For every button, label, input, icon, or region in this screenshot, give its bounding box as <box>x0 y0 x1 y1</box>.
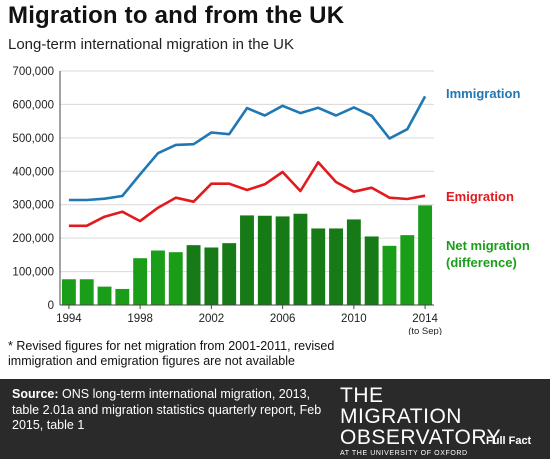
net-migration-bar <box>329 228 343 305</box>
net-migration-bar <box>382 245 397 305</box>
source-text: Source: ONS long-term international migr… <box>12 387 327 434</box>
net-migration-bar <box>222 243 237 305</box>
logo-line-observatory: OBSERVATORY <box>340 426 502 449</box>
logo-line-the: THE <box>340 384 384 407</box>
page-subtitle: Long-term international migration in the… <box>8 36 294 53</box>
net-migration-bar <box>186 245 201 305</box>
y-tick-label: 300,000 <box>12 200 54 212</box>
y-tick-label: 0 <box>48 300 54 312</box>
page-title: Migration to and from the UK <box>8 2 345 29</box>
net-migration-bar <box>79 279 94 305</box>
x-tick-note: (to Sep) <box>408 326 442 335</box>
net-migration-bar <box>311 228 326 305</box>
net-migration-bar <box>133 258 148 305</box>
net-migration-bar <box>204 247 219 305</box>
net-migration-bar <box>275 216 290 305</box>
source-label: Source: <box>12 387 59 401</box>
x-tick-label: 1994 <box>56 313 82 325</box>
immigration-label: Immigration <box>446 86 521 101</box>
y-tick-label: 200,000 <box>12 233 54 245</box>
x-tick-label: 2014 <box>412 313 438 325</box>
emigration-label: Emigration <box>446 189 514 204</box>
source-body: ONS long-term international migration, 2… <box>12 387 322 432</box>
immigration-line <box>68 95 427 202</box>
y-tick-label: 400,000 <box>12 166 54 178</box>
net-migration-bar <box>346 219 361 305</box>
full-fact-logo: Full Fact <box>486 435 532 447</box>
net-migration-bar <box>364 236 379 305</box>
net-migration-bar <box>168 252 183 305</box>
footer: Source: ONS long-term international migr… <box>0 379 550 459</box>
net-migration-bar <box>240 215 254 305</box>
net-migration-bar <box>151 250 165 305</box>
emigration-line <box>68 161 426 228</box>
x-tick-label: 1998 <box>127 313 153 325</box>
x-tick-label: 2006 <box>270 313 296 325</box>
net-migration-bar <box>257 215 272 305</box>
net-migration-bar <box>418 205 433 305</box>
net-migration-bar <box>61 279 76 305</box>
y-tick-label: 500,000 <box>12 133 54 145</box>
migration-observatory-logo: THE MIGRATION OBSERVATORY AT THE UNIVERS… <box>340 385 501 457</box>
y-tick-label: 600,000 <box>12 99 54 111</box>
y-tick-label: 700,000 <box>12 66 54 78</box>
net-migration-sublabel: (difference) <box>446 255 517 270</box>
net-migration-label: Net migration <box>446 238 530 253</box>
net-migration-bar <box>293 213 308 305</box>
logo-line-migration: MIGRATION <box>340 405 462 428</box>
net-migration-bar <box>115 288 130 305</box>
logo-line-university: AT THE UNIVERSITY OF OXFORD <box>340 450 468 457</box>
net-migration-bar <box>400 235 415 305</box>
migration-chart: 0 100,000 200,000 300,000 400,000 500,000 600,… <box>12 66 442 335</box>
x-tick-label: 2002 <box>199 313 225 325</box>
net-migration-bar <box>97 286 112 305</box>
y-tick-label: 100,000 <box>12 267 54 279</box>
footnote: * Revised figures for net migration from… <box>8 339 335 368</box>
x-tick-label: 2010 <box>341 313 367 325</box>
